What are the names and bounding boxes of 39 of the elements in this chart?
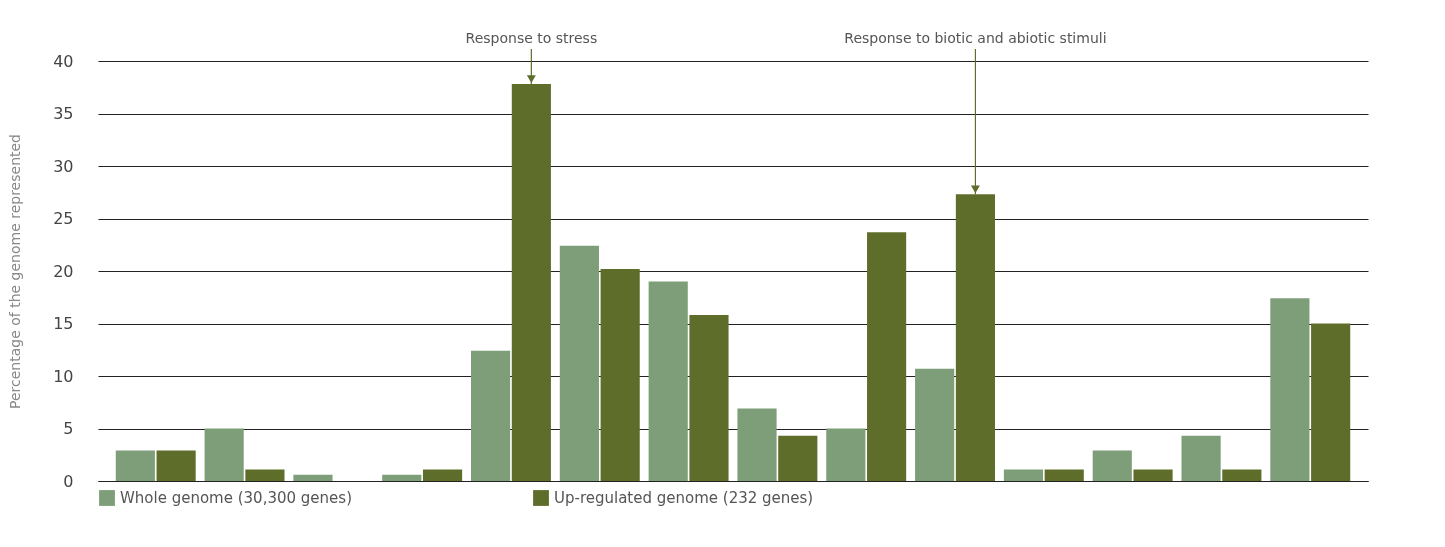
bar	[648, 281, 688, 481]
bar	[600, 268, 640, 481]
y-tick-label: 40	[53, 51, 74, 71]
bar	[915, 368, 955, 481]
bar	[1092, 450, 1132, 481]
annotation: Response to stress	[465, 30, 598, 46]
bar	[867, 232, 907, 481]
legend-label: Whole genome (30,300 genes)	[120, 489, 352, 507]
legend-label: Up-regulated genome (232 genes)	[554, 489, 814, 507]
y-tick-label: 25	[53, 209, 74, 228]
bar	[1003, 469, 1044, 481]
bar	[422, 469, 463, 481]
bar	[826, 428, 866, 481]
bar	[293, 474, 333, 481]
bar	[737, 408, 777, 481]
bar	[559, 245, 599, 481]
bar	[1222, 469, 1262, 481]
bar	[156, 450, 196, 481]
bar	[1044, 469, 1084, 481]
bar	[1270, 298, 1310, 481]
y-tick-label: 0	[63, 471, 74, 491]
y-axis-title: Percentage of the genome represented	[7, 134, 24, 409]
annotation: Response to biotic and abiotic stimuli	[844, 30, 1107, 46]
bar	[245, 469, 285, 481]
bar	[778, 435, 818, 481]
bar	[1133, 469, 1173, 481]
y-tick-label: 35	[53, 104, 74, 123]
y-tick-label: 30	[53, 156, 74, 176]
bar	[689, 315, 729, 481]
y-tick-label: 20	[53, 261, 74, 281]
bar	[115, 450, 155, 481]
bar	[1311, 323, 1351, 481]
bar	[382, 474, 422, 481]
bar	[471, 350, 511, 481]
y-tick-label: 15	[53, 314, 74, 333]
bar	[1181, 435, 1221, 481]
y-tick-label: 10	[53, 366, 74, 386]
bar	[204, 428, 244, 481]
y-tick-label: 5	[63, 419, 74, 438]
